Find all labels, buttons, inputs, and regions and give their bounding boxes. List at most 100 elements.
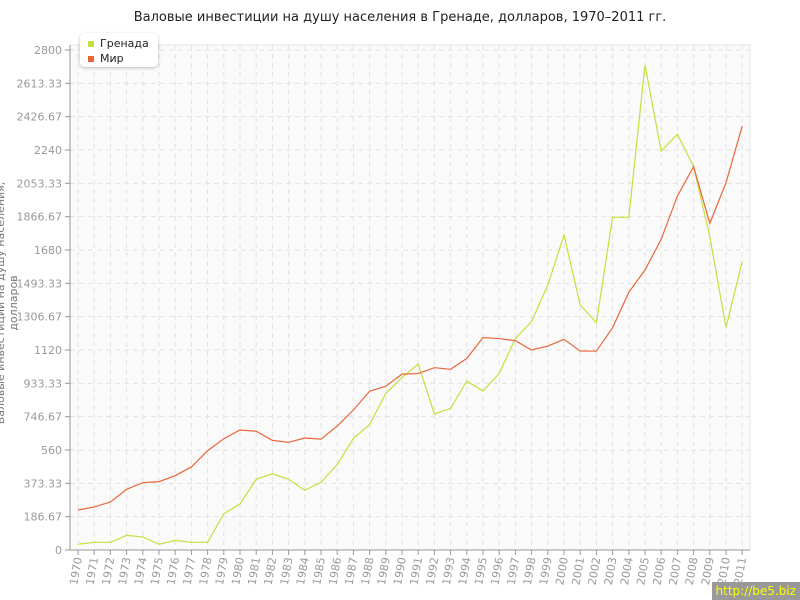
- data-point: [158, 480, 161, 483]
- legend-swatch: [88, 55, 94, 62]
- x-tick-label: 1991: [407, 556, 425, 586]
- data-point: [109, 541, 112, 544]
- data-point: [417, 372, 420, 375]
- data-point: [77, 509, 80, 512]
- x-tick-label: 1988: [359, 556, 377, 586]
- data-point: [206, 541, 209, 544]
- y-tick-label: 560: [41, 444, 62, 457]
- x-tick-label: 1978: [197, 556, 215, 586]
- data-point: [482, 336, 485, 339]
- data-point: [644, 64, 647, 67]
- data-point: [433, 412, 436, 415]
- data-point: [141, 535, 144, 538]
- data-point: [676, 133, 679, 136]
- legend-label: Гренада: [100, 37, 149, 50]
- x-tick-label: 1970: [67, 556, 85, 586]
- data-point: [725, 181, 728, 184]
- legend-item-grenada[interactable]: Гренада: [88, 37, 149, 50]
- data-point: [644, 269, 647, 272]
- data-point: [741, 260, 744, 263]
- x-tick-label: 2007: [667, 556, 685, 586]
- data-point: [239, 429, 242, 432]
- plot-area: [69, 44, 751, 551]
- legend-swatch: [88, 40, 94, 47]
- x-tick-label: 1999: [537, 556, 555, 586]
- x-tick-label: 1987: [343, 556, 361, 586]
- x-tick-label: 2008: [683, 556, 701, 586]
- data-point: [563, 234, 566, 237]
- data-point: [660, 238, 663, 241]
- data-point: [320, 481, 323, 484]
- data-point: [222, 512, 225, 515]
- data-point: [692, 165, 695, 168]
- data-point: [563, 338, 566, 341]
- data-point: [741, 125, 744, 128]
- data-point: [320, 438, 323, 441]
- data-point: [660, 150, 663, 153]
- x-tick-label: 2006: [650, 556, 668, 586]
- data-point: [190, 465, 193, 468]
- data-point: [611, 216, 614, 219]
- series-line-world: [77, 125, 743, 511]
- data-point: [579, 350, 582, 353]
- data-point: [77, 543, 80, 546]
- x-tick-label: 1984: [294, 556, 312, 586]
- data-point: [271, 472, 274, 475]
- data-point: [384, 385, 387, 388]
- x-tick-label: 1992: [424, 556, 442, 586]
- data-point: [109, 500, 112, 503]
- series-line-grenada: [77, 64, 743, 545]
- data-point: [190, 541, 193, 544]
- x-tick-label: 1977: [181, 556, 199, 586]
- data-point: [352, 437, 355, 440]
- x-tick-label: 1975: [148, 556, 166, 586]
- x-tick-label: 1997: [505, 556, 523, 586]
- y-tick-label: 1680: [34, 244, 62, 257]
- x-tick-label: 1996: [488, 556, 506, 586]
- data-point: [352, 409, 355, 412]
- data-point: [206, 449, 209, 452]
- data-point: [368, 390, 371, 393]
- data-point: [401, 376, 404, 379]
- data-point: [498, 372, 501, 375]
- x-tick-label: 1973: [116, 556, 134, 586]
- x-tick-label: 2000: [553, 556, 571, 586]
- x-tick-label: 1994: [456, 556, 474, 586]
- data-point: [627, 216, 630, 219]
- legend-item-world[interactable]: Мир: [88, 52, 124, 65]
- data-point: [579, 304, 582, 307]
- data-point: [546, 345, 549, 348]
- data-point: [530, 320, 533, 323]
- data-point: [433, 366, 436, 369]
- legend: Гренада Мир: [80, 33, 158, 67]
- data-point: [465, 357, 468, 360]
- y-tick-label: 2240: [34, 144, 62, 157]
- data-point: [174, 539, 177, 542]
- data-point: [141, 481, 144, 484]
- data-point: [595, 350, 598, 353]
- x-tick-label: 2011: [731, 556, 749, 586]
- x-tick-label: 1986: [326, 556, 344, 586]
- y-tick-label: 1120: [34, 344, 62, 357]
- y-tick-label: 2426.67: [17, 111, 63, 124]
- x-tick-label: 1980: [229, 556, 247, 586]
- data-point: [530, 349, 533, 352]
- data-point: [465, 380, 468, 383]
- data-point: [303, 489, 306, 492]
- data-point: [255, 430, 258, 433]
- data-point: [93, 541, 96, 544]
- watermark: http://be5.biz: [711, 582, 800, 600]
- y-tick-label: 2800: [34, 44, 62, 57]
- x-tick-label: 1993: [440, 556, 458, 586]
- x-tick-label: 1972: [100, 556, 118, 586]
- data-point: [239, 502, 242, 505]
- data-point: [676, 195, 679, 198]
- data-point: [384, 392, 387, 395]
- legend-label: Мир: [100, 52, 124, 65]
- data-point: [708, 222, 711, 225]
- data-point: [125, 488, 128, 491]
- x-tick-label: 2004: [618, 556, 636, 586]
- x-tick-label: 1982: [262, 556, 280, 586]
- x-tick-label: 1979: [213, 556, 231, 586]
- x-tick-label: 1981: [245, 556, 263, 586]
